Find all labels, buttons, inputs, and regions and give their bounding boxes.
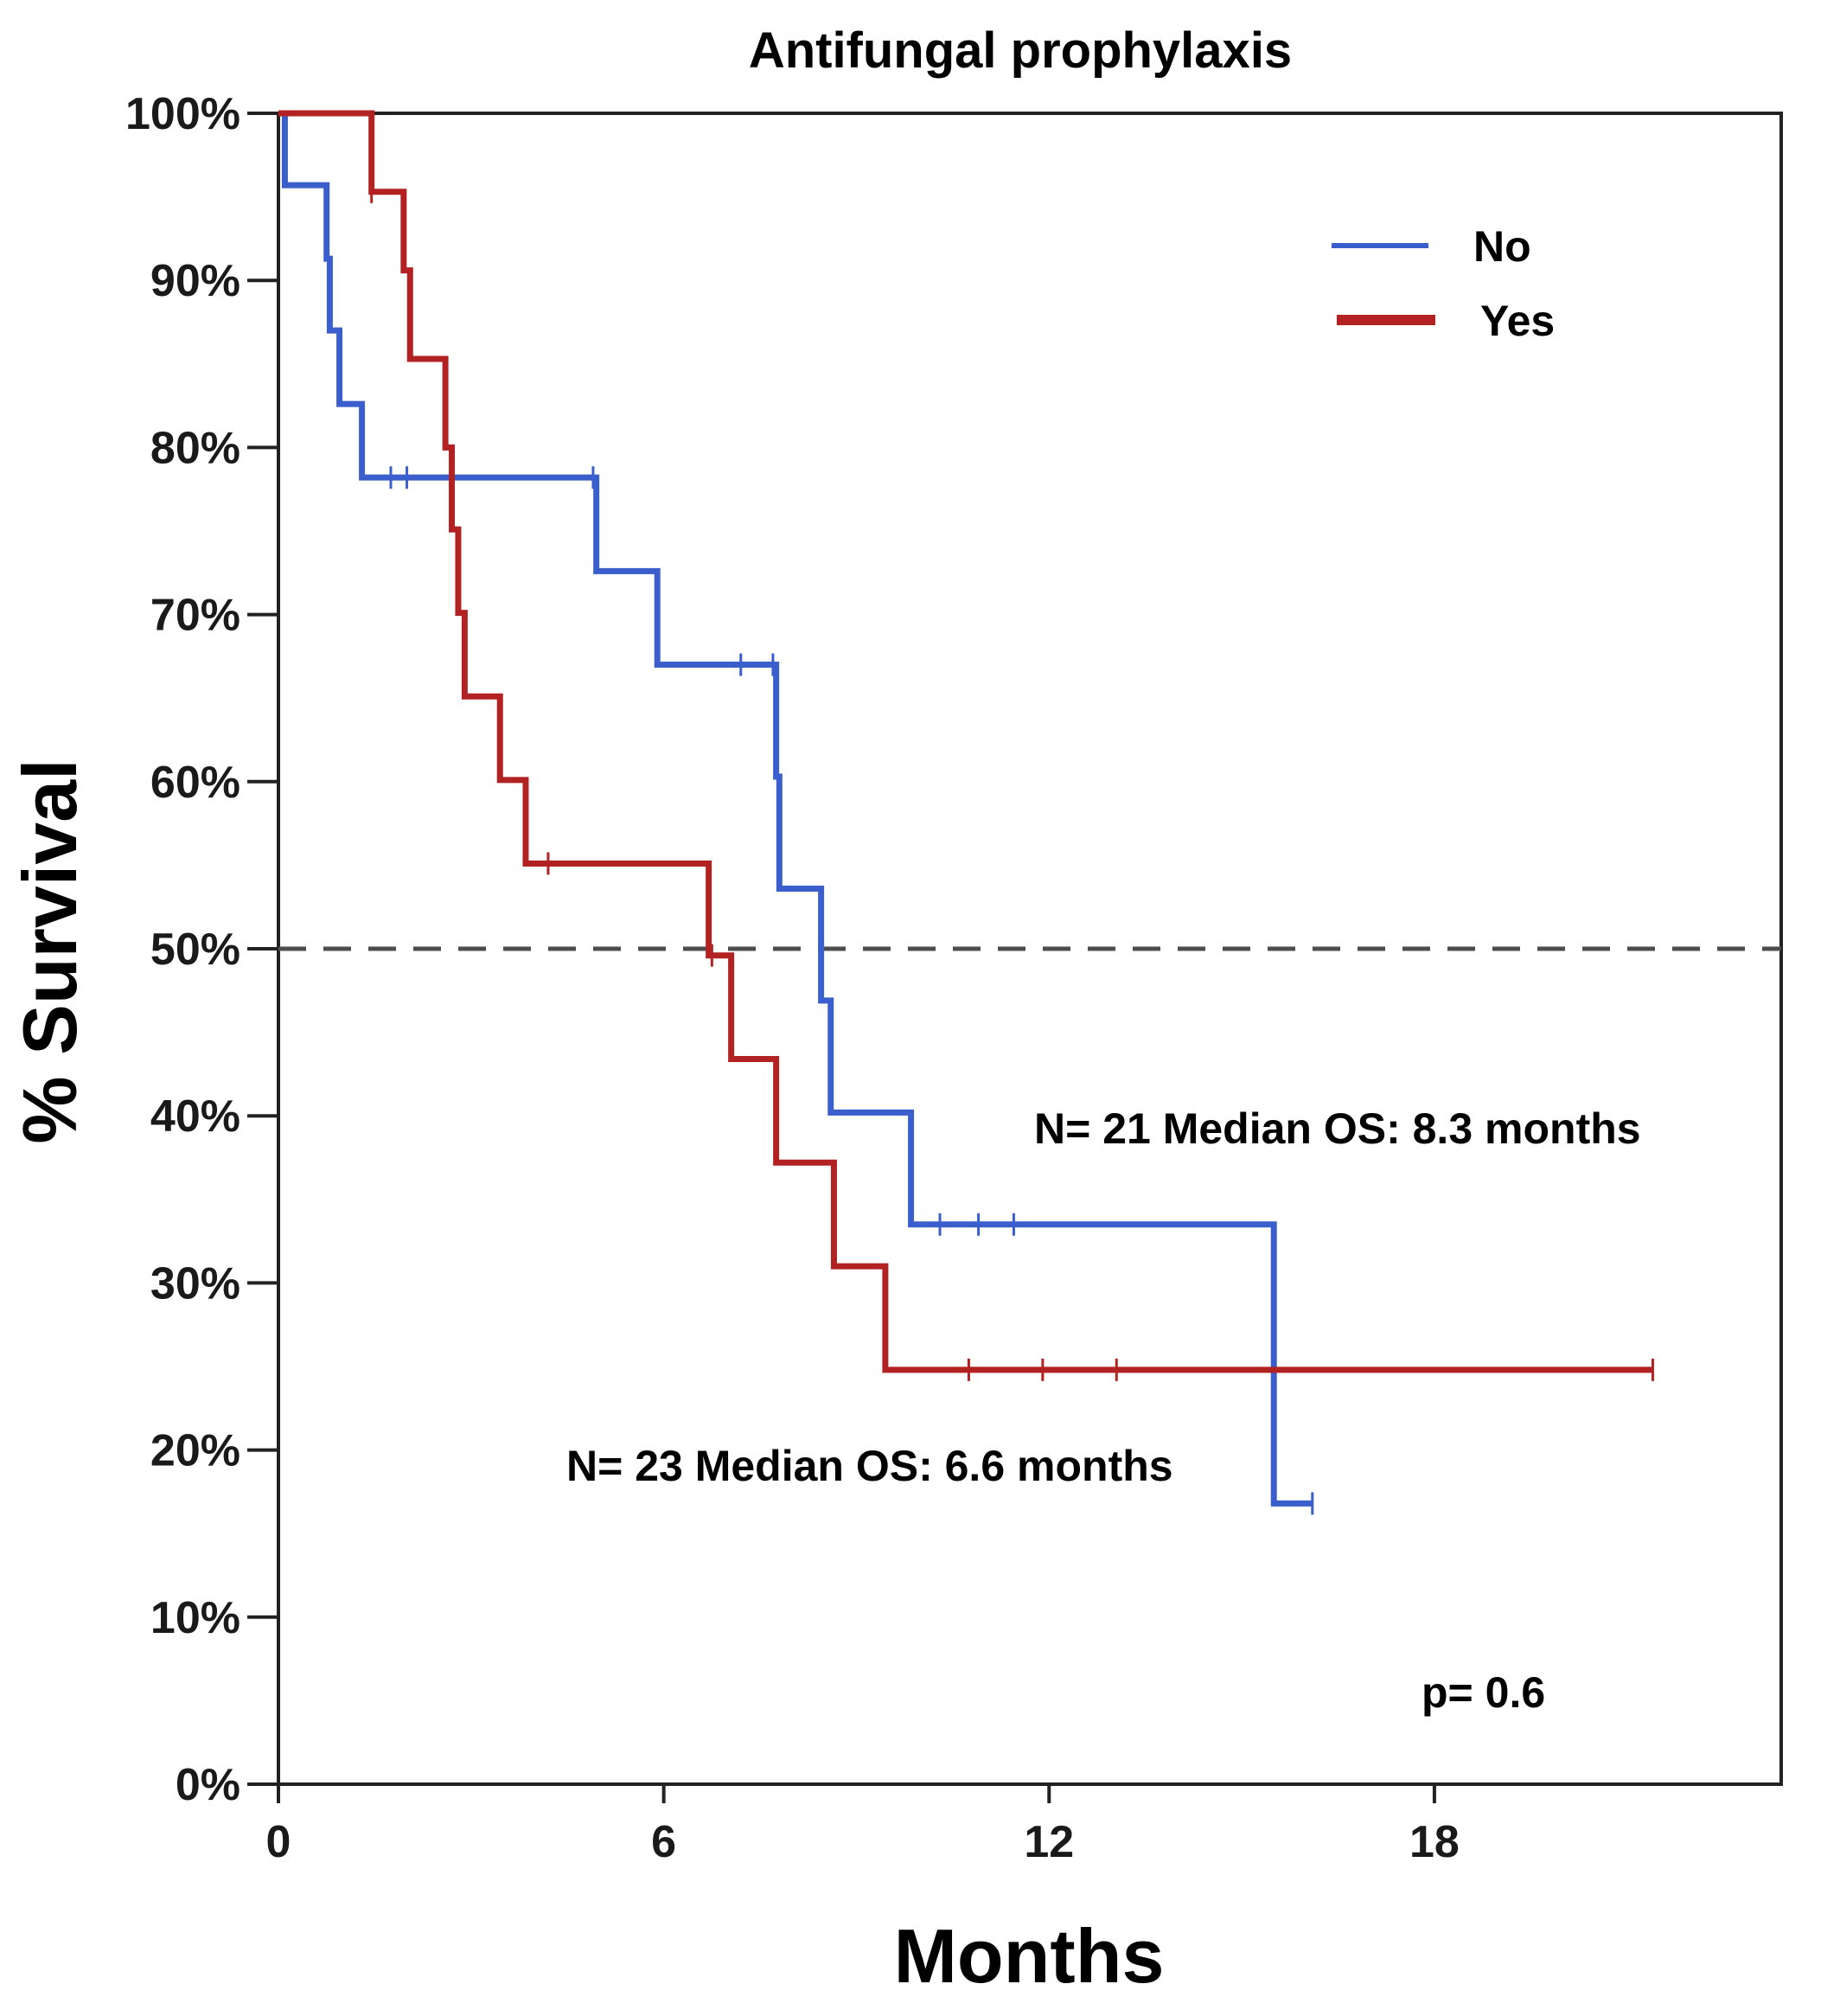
y-axis-ticks: 0% 10% 20% 30% 40% 50% 60% 70% 80% 90% 100%: [125, 89, 278, 1810]
y-tick-label: 20%: [150, 1426, 240, 1476]
annotation-p-value: p= 0.6: [1422, 1668, 1545, 1717]
series-layer: [278, 110, 1654, 1515]
chart-title: Antifungal prophylaxis: [749, 22, 1292, 79]
y-tick-label: 70%: [150, 591, 240, 641]
y-tick-label: 30%: [150, 1258, 240, 1309]
x-axis-ticks: 0 6 12 18: [266, 1784, 1460, 1867]
y-tick-label: 50%: [150, 925, 240, 975]
y-tick-label: 60%: [150, 758, 240, 808]
y-axis-title: % Survival: [7, 758, 93, 1143]
x-tick-label: 12: [1024, 1817, 1074, 1867]
legend: No Yes: [1332, 222, 1555, 345]
series-line-no: [278, 110, 1313, 1507]
legend-label-no: No: [1473, 222, 1531, 271]
y-tick-label: 80%: [150, 423, 240, 473]
y-tick-label: 0%: [176, 1760, 240, 1810]
x-tick-label: 18: [1409, 1817, 1460, 1867]
y-tick-label: 10%: [150, 1593, 240, 1643]
y-tick-label: 90%: [150, 256, 240, 306]
annotation-yes-median: N= 23 Median OS: 6.6 months: [566, 1442, 1173, 1490]
x-tick-label: 6: [651, 1817, 676, 1867]
series-line-yes: [278, 110, 1653, 1373]
legend-label-yes: Yes: [1480, 297, 1555, 345]
y-tick-label: 40%: [150, 1091, 240, 1142]
y-tick-label: 100%: [125, 89, 240, 139]
x-tick-label: 0: [266, 1817, 291, 1867]
x-axis-title: Months: [894, 1913, 1165, 1999]
annotation-no-median: N= 21 Median OS: 8.3 months: [1034, 1104, 1641, 1153]
